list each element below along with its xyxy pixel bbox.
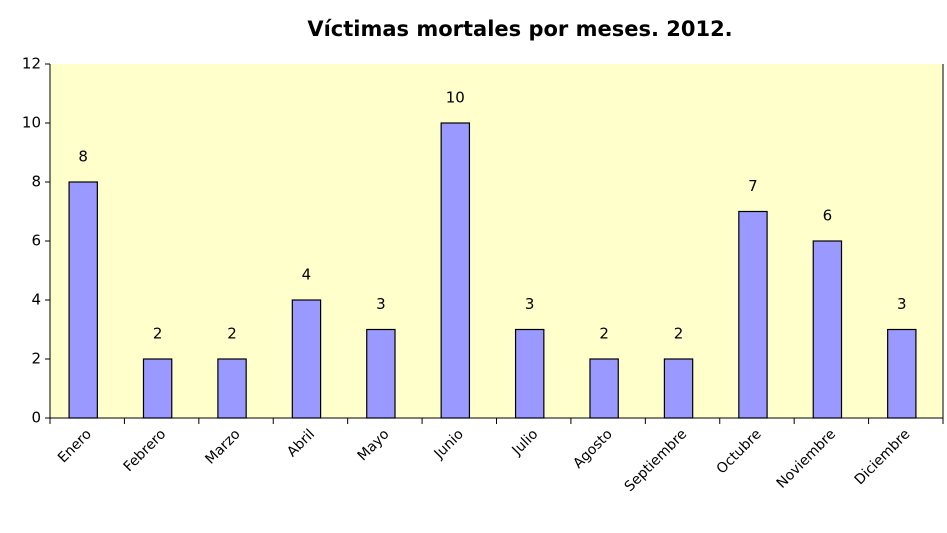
x-tick-label: Diciembre <box>852 426 914 488</box>
x-tick-label: Marzo <box>202 426 243 467</box>
y-tick-label: 10 <box>22 114 41 132</box>
data-label: 2 <box>674 325 684 343</box>
data-label: 3 <box>897 295 907 313</box>
bar <box>217 358 247 419</box>
chart-title: Víctimas mortales por meses. 2012. <box>307 17 732 41</box>
bar <box>366 328 396 419</box>
bar <box>738 210 768 419</box>
data-label: 10 <box>446 89 465 107</box>
x-tick-label: Octubre <box>714 426 765 477</box>
data-label: 8 <box>78 148 88 166</box>
x-tick-label: Abril <box>284 426 318 460</box>
x-tick-label: Agosto <box>570 426 616 472</box>
bar <box>589 358 619 419</box>
x-tick-label: Junio <box>431 426 467 462</box>
x-tick-label: Septiembre <box>622 426 691 495</box>
y-tick-label: 4 <box>31 291 41 309</box>
y-tick-label: 12 <box>22 55 41 73</box>
bar <box>663 358 694 419</box>
y-tick-label: 8 <box>31 173 41 191</box>
y-tick-label: 2 <box>31 350 41 368</box>
bar <box>291 299 322 419</box>
x-tick-label: Febrero <box>121 426 170 475</box>
data-label: 2 <box>153 325 163 343</box>
y-tick-label: 6 <box>31 232 41 250</box>
bar <box>514 328 545 419</box>
data-label: 2 <box>599 325 609 343</box>
x-tick-label: Mayo <box>355 426 393 464</box>
data-label: 3 <box>525 295 535 313</box>
data-label: 6 <box>823 207 833 225</box>
x-tick-label: Enero <box>55 426 95 466</box>
bar <box>812 240 843 419</box>
data-label: 7 <box>748 177 758 195</box>
y-tick-label: 0 <box>31 409 41 427</box>
data-label: 4 <box>302 266 312 284</box>
bar <box>68 181 98 419</box>
bar <box>142 358 173 419</box>
bar <box>887 328 917 419</box>
bar <box>440 122 471 419</box>
x-tick-label: Julio <box>509 426 542 459</box>
x-tick-label: Noviembre <box>774 426 839 491</box>
data-label: 3 <box>376 295 386 313</box>
plot-area <box>50 64 943 418</box>
data-label: 2 <box>227 325 237 343</box>
